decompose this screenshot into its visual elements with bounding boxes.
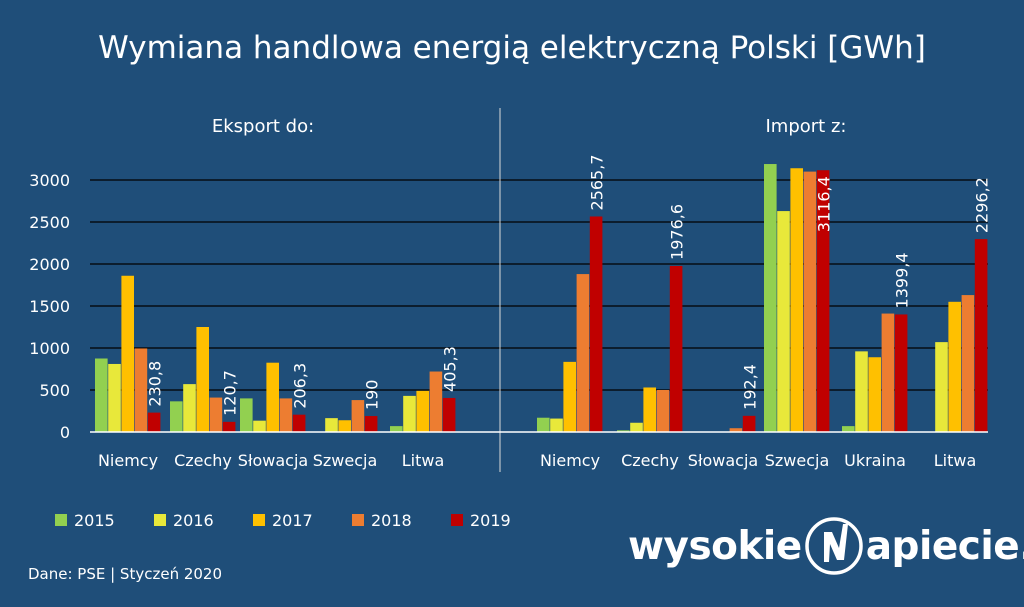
data-label: 2296,2 (972, 177, 991, 233)
bar (669, 265, 683, 432)
data-label: 120,7 (220, 370, 239, 416)
bar (279, 398, 293, 432)
source-note: Dane: PSE | Styczeń 2020 (28, 565, 223, 583)
bar (630, 422, 643, 432)
bar (868, 357, 881, 432)
data-label: 405,3 (440, 346, 459, 392)
bar (537, 417, 550, 432)
category-label: Ukraina (844, 451, 906, 470)
bar (563, 361, 576, 432)
legend-swatch (154, 514, 166, 526)
category-label: Słowacja (688, 451, 758, 470)
bar (134, 348, 148, 432)
bar (816, 170, 830, 432)
bar (325, 418, 338, 432)
bar (240, 398, 253, 432)
y-tick-label: 1500 (29, 297, 70, 316)
y-tick-label: 1000 (29, 339, 70, 358)
bar (643, 387, 656, 432)
bar (961, 295, 975, 432)
legend-swatch (352, 514, 364, 526)
bar (364, 416, 378, 432)
category-label: Szwecja (765, 451, 830, 470)
data-label: 190 (362, 379, 381, 410)
category-label: Słowacja (238, 451, 308, 470)
legend-label: 2016 (173, 511, 214, 530)
legend-label: 2017 (272, 511, 313, 530)
bar (764, 164, 777, 433)
bar (550, 418, 563, 432)
legend-label: 2019 (470, 511, 511, 530)
bar (266, 362, 279, 432)
category-label: Niemcy (98, 451, 158, 470)
category-label: Litwa (934, 451, 977, 470)
category-label: Szwecja (313, 451, 378, 470)
y-tick-label: 500 (39, 381, 70, 400)
data-label: 3116,4 (814, 176, 833, 232)
category-label: Czechy (621, 451, 679, 470)
panel-label: Import z: (766, 116, 847, 137)
logo-text-left: wysokie (628, 523, 802, 569)
bar (351, 400, 365, 432)
bar (729, 428, 743, 432)
bar (292, 414, 306, 432)
bar (442, 397, 456, 432)
bar (416, 390, 429, 432)
data-label: 1399,4 (892, 252, 911, 308)
chart-title: Wymiana handlowa energią elektryczną Pol… (98, 30, 926, 66)
bar (842, 426, 855, 432)
bar (390, 426, 403, 432)
y-tick-label: 0 (60, 423, 70, 442)
bar (777, 211, 790, 432)
bar (974, 239, 988, 432)
legend-swatch (55, 514, 67, 526)
legend-swatch (253, 514, 265, 526)
bar (253, 420, 266, 432)
lightning-icon (804, 517, 863, 575)
bar (656, 390, 670, 432)
bar (170, 401, 183, 432)
data-label: 1976,6 (667, 204, 686, 260)
legend-swatch (451, 514, 463, 526)
category-label: Niemcy (540, 451, 600, 470)
bar (881, 313, 895, 432)
bar (147, 412, 161, 432)
bar (209, 397, 223, 432)
y-tick-label: 2000 (29, 255, 70, 274)
bar (429, 371, 443, 432)
data-label: 192,4 (740, 364, 759, 410)
brand-logo: wysokie apiecie.pl (628, 513, 1024, 579)
bar (617, 430, 630, 432)
bar (338, 420, 351, 432)
bar (948, 301, 961, 432)
bar (803, 171, 817, 432)
category-label: Czechy (174, 451, 232, 470)
panel-label: Eksport do: (212, 116, 314, 137)
data-label: 2565,7 (587, 154, 606, 210)
bar (589, 216, 603, 432)
bar (121, 275, 134, 432)
data-label: 230,8 (145, 361, 164, 407)
y-tick-label: 2500 (29, 213, 70, 232)
bar (790, 168, 803, 433)
bar (108, 363, 121, 432)
bar (183, 384, 196, 432)
bar (95, 358, 108, 432)
bar (935, 342, 948, 432)
bar (742, 415, 756, 432)
bar (576, 274, 590, 432)
bar (222, 421, 236, 432)
legend-label: 2015 (74, 511, 115, 530)
y-tick-label: 3000 (29, 171, 70, 190)
category-label: Litwa (402, 451, 445, 470)
bar (196, 327, 209, 432)
legend-label: 2018 (371, 511, 412, 530)
bar (403, 395, 416, 432)
bar (855, 351, 868, 432)
data-label: 206,3 (290, 363, 309, 409)
bar (894, 314, 908, 432)
logo-text-right: apiecie.pl (865, 523, 1024, 569)
